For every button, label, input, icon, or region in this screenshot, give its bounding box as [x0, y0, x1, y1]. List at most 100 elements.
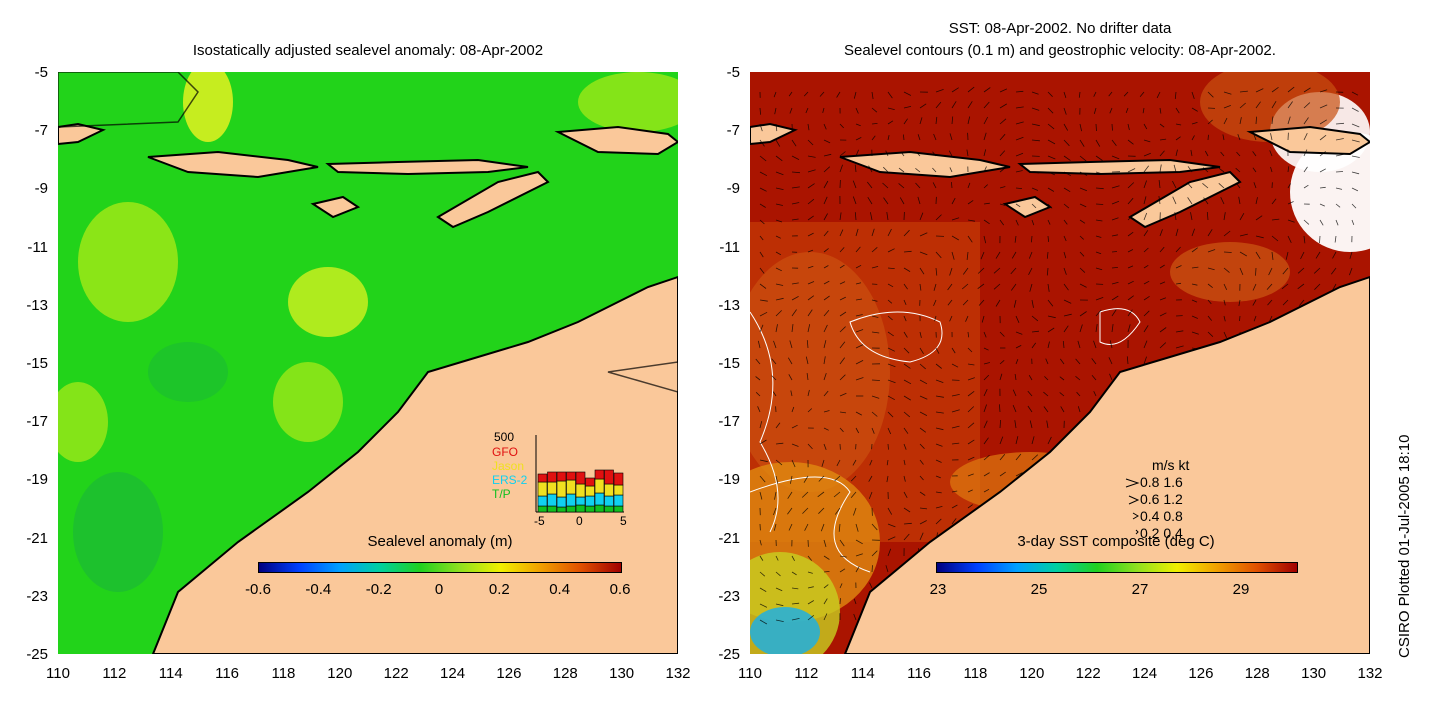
velocity-arrow [1351, 203, 1357, 209]
velocity-arrow [967, 406, 975, 413]
velocity-arrow [1253, 315, 1257, 322]
velocity-arrow [1063, 251, 1067, 259]
histogram-bar-segment [575, 471, 586, 485]
velocity-arrow [1079, 171, 1088, 176]
velocity-arrow [871, 91, 874, 100]
right-map-title-line2: Sealevel contours (0.1 m) and geostrophi… [844, 42, 1276, 59]
velocity-arrow [983, 166, 987, 173]
velocity-arrow [948, 150, 953, 157]
velocity-arrow [961, 283, 969, 290]
velocity-arrow [1203, 197, 1209, 205]
velocity-arrow [1111, 251, 1118, 253]
velocity-arrow [773, 523, 777, 531]
velocity-arrow [1063, 283, 1069, 291]
velocity-arrow [807, 309, 813, 317]
velocity-arrow [983, 149, 987, 157]
velocity-arrow [823, 555, 830, 560]
velocity-arrow [823, 230, 829, 237]
velocity-arrow [887, 107, 895, 110]
velocity-arrow [823, 390, 829, 397]
y-tick-label: -7 [34, 122, 48, 140]
velocity-arrow [1271, 251, 1274, 260]
velocity-arrow [887, 395, 895, 401]
velocity-arrow [1223, 283, 1228, 290]
velocity-arrow [1095, 309, 1102, 317]
histogram-bar-segment [594, 504, 605, 513]
histogram-bar-segment [556, 480, 567, 498]
velocity-arrow [951, 182, 953, 189]
velocity-arrow [1015, 345, 1022, 349]
velocity-arrow [983, 87, 991, 93]
velocity-arrow [1143, 247, 1149, 253]
velocity-arrow [757, 340, 761, 349]
velocity-arrow [977, 283, 985, 290]
velocity-arrow [903, 395, 912, 401]
velocity-arrow [1079, 219, 1086, 224]
velocity-arrow [1127, 249, 1134, 253]
velocity-arrow [1191, 122, 1198, 125]
velocity-arrow [1223, 91, 1232, 95]
velocity-arrow [1014, 420, 1017, 429]
x-tick-label: 116 [907, 665, 932, 682]
velocity-arrow [1159, 150, 1165, 157]
velocity-arrow [967, 116, 971, 125]
velocity-arrow [1031, 454, 1039, 461]
x-tick-label: 130 [1301, 665, 1327, 682]
velocity-arrow [1335, 187, 1343, 190]
velocity-arrow [967, 422, 975, 429]
velocity-arrow [1335, 154, 1344, 157]
histogram-bar-segment [547, 505, 557, 513]
velocity-arrow [1060, 406, 1065, 413]
velocity-arrow [823, 598, 828, 605]
velocity-arrow [947, 283, 953, 291]
y-tick-label: -17 [718, 413, 740, 431]
velocity-arrow [1111, 185, 1120, 189]
velocity-arrow [1207, 283, 1213, 289]
velocity-arrow [1287, 166, 1290, 173]
velocity-arrow [887, 248, 895, 253]
velocity-arrow [967, 363, 975, 366]
x-tick-label: 124 [1132, 665, 1158, 682]
velocity-arrow [919, 459, 924, 465]
velocity-arrow [967, 489, 973, 493]
velocity-arrow [903, 250, 912, 253]
velocity-arrow [771, 358, 777, 365]
x-tick-label: 132 [665, 665, 691, 682]
velocity-arrow [807, 586, 814, 589]
velocity-arrow [839, 123, 844, 129]
velocity-arrow [755, 358, 761, 365]
velocity-arrow [823, 248, 829, 253]
velocity-arrow [966, 251, 969, 260]
velocity-arrow [871, 107, 878, 113]
velocity-arrow [1303, 102, 1311, 109]
velocity-arrow [1282, 299, 1289, 306]
velocity-arrow [903, 475, 906, 482]
velocity-arrow [791, 186, 800, 189]
x-tick-label: 112 [102, 665, 127, 682]
velocity-arrow [1093, 391, 1097, 397]
velocity-arrow [935, 89, 944, 93]
velocity-arrow [823, 139, 831, 144]
velocity-arrow [1287, 235, 1292, 243]
velocity-arrow [1287, 183, 1291, 189]
velocity-arrow [1319, 186, 1326, 189]
velocity-arrow [887, 299, 893, 304]
velocity-arrow [823, 410, 830, 413]
velocity-arrow [818, 475, 825, 482]
velocity-arrow [1012, 389, 1017, 397]
velocity-arrow [1204, 150, 1209, 157]
velocity-arrow [1111, 123, 1113, 131]
velocity-arrow [855, 228, 859, 237]
velocity-arrow [771, 375, 777, 381]
y-tick-label: -13 [26, 296, 48, 314]
velocity-arrow [977, 267, 985, 274]
velocity-arrow [903, 106, 912, 109]
histogram-bar-segment [604, 505, 614, 513]
velocity-arrow [919, 212, 924, 221]
velocity-arrow [1095, 187, 1104, 190]
velocity-arrow [1207, 229, 1213, 237]
velocity-arrow [1202, 182, 1209, 189]
velocity-arrow [1045, 358, 1049, 365]
velocity-arrow [869, 459, 873, 466]
histogram-bar-segment [575, 504, 586, 513]
